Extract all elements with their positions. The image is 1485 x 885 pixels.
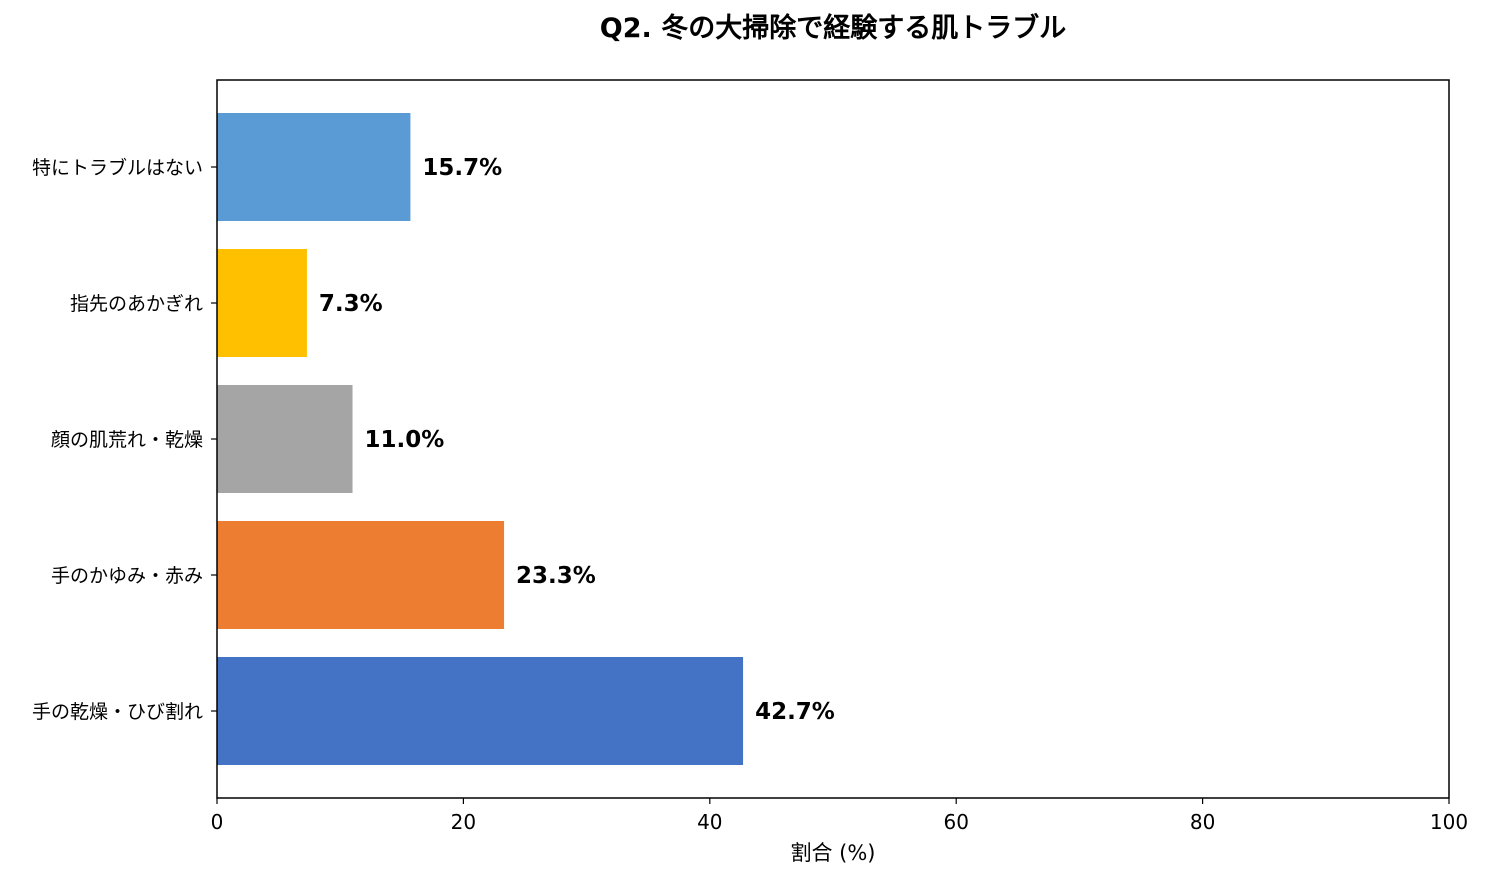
bar: [217, 113, 411, 221]
data-label: 15.7%: [422, 155, 502, 181]
data-label: 23.3%: [516, 563, 596, 589]
x-tick-label: 80: [1190, 810, 1215, 834]
x-tick-label: 20: [451, 810, 476, 834]
category-label: 顔の肌荒れ・乾燥: [51, 429, 203, 451]
x-axis-label: 割合 (%): [790, 841, 875, 865]
data-label: 42.7%: [755, 699, 835, 725]
category-label: 手の乾燥・ひび割れ: [32, 701, 203, 723]
category-label: 特にトラブルはない: [32, 156, 203, 179]
data-label: 7.3%: [319, 291, 383, 317]
x-tick-label: 40: [697, 810, 722, 834]
bar: [217, 657, 744, 765]
chart-title: Q2. 冬の大掃除で経験する肌トラブル: [600, 12, 1066, 44]
category-label: 指先のあかぎれ: [70, 293, 203, 315]
category-label: 手のかゆみ・赤み: [51, 565, 203, 587]
bar: [217, 249, 307, 357]
x-tick-label: 100: [1430, 810, 1468, 834]
bar: [217, 385, 353, 493]
x-tick-label: 0: [211, 810, 224, 834]
x-axis: 0 20 40 60 80 100: [211, 798, 1468, 834]
data-labels-layer: 42.7% 23.3% 11.0% 7.3% 15.7%: [319, 155, 835, 725]
data-label: 11.0%: [365, 427, 445, 453]
bars-layer: [217, 113, 744, 765]
plot-frame: [216, 79, 1450, 799]
x-tick-label: 60: [943, 810, 968, 834]
bar: [217, 521, 505, 629]
